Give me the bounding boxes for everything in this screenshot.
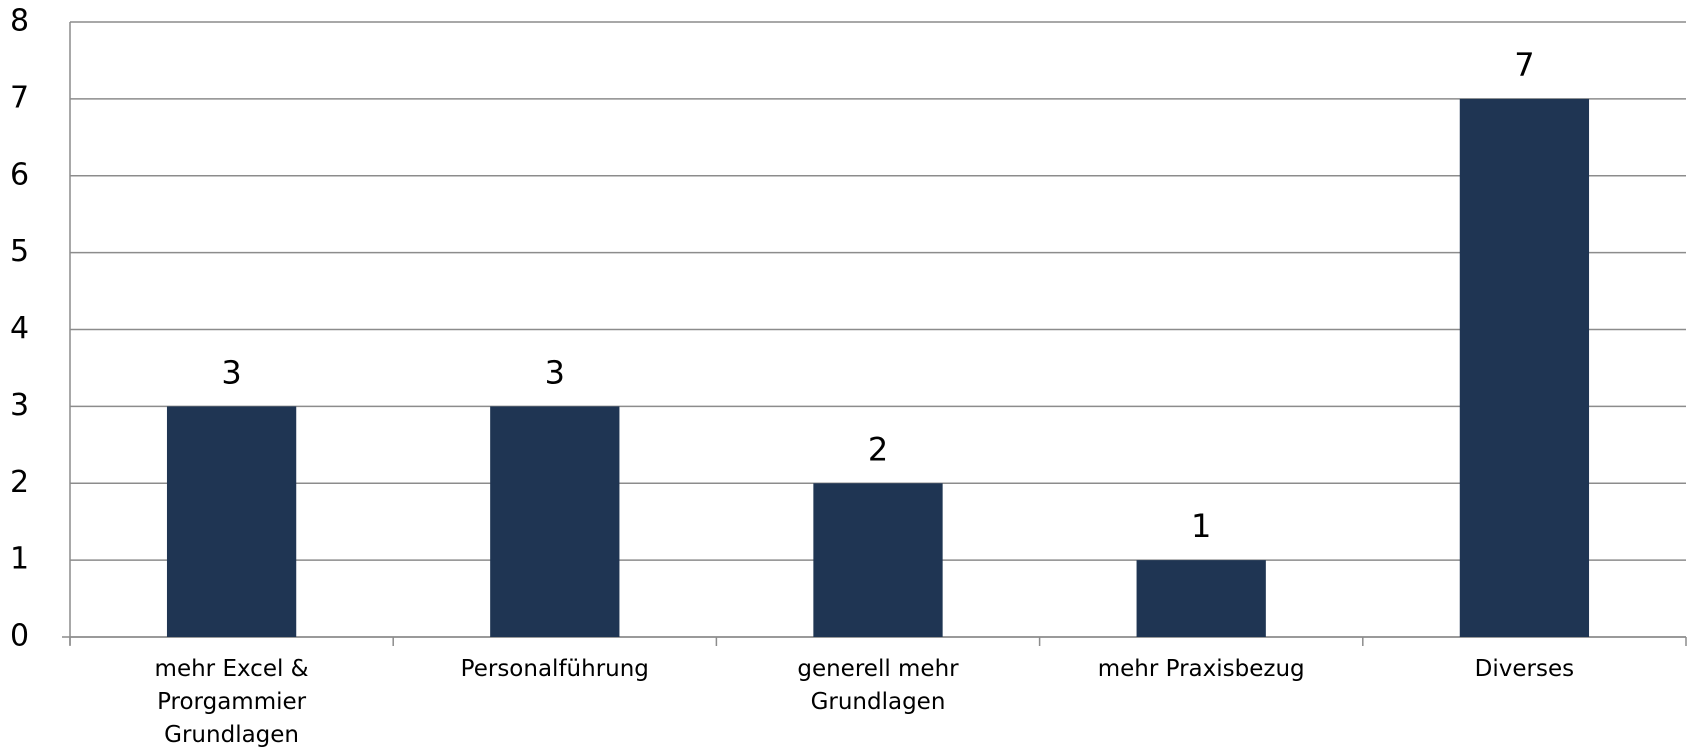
y-tick-label: 4: [10, 311, 29, 346]
y-tick-label: 5: [10, 234, 29, 269]
value-label: 3: [545, 353, 565, 391]
x-tick-label: generell mehr Grundlagen: [797, 656, 959, 715]
x-tick-label: Personalführung: [460, 656, 649, 682]
bar: [166, 406, 297, 637]
value-label: 7: [1514, 46, 1534, 84]
bar: [1459, 98, 1590, 637]
value-label: 1: [1191, 507, 1211, 545]
y-tick-label: 1: [10, 542, 29, 577]
bar: [490, 406, 620, 637]
x-tick-label: mehr Excel & Prorgammier Grundlagen: [154, 656, 309, 748]
y-tick-label: 2: [10, 465, 29, 500]
y-tick-label: 3: [10, 388, 29, 423]
y-tick-label: 0: [10, 619, 29, 654]
value-label: 2: [868, 430, 888, 468]
y-tick-label: 6: [10, 157, 29, 192]
x-tick-label: Diverses: [1474, 656, 1575, 682]
y-tick-label: 8: [10, 4, 29, 39]
bar: [813, 483, 943, 637]
x-tick-label: mehr Praxisbezug: [1097, 656, 1305, 682]
bar: [1136, 560, 1266, 637]
value-label: 3: [221, 353, 241, 391]
y-tick-label: 7: [10, 80, 29, 115]
